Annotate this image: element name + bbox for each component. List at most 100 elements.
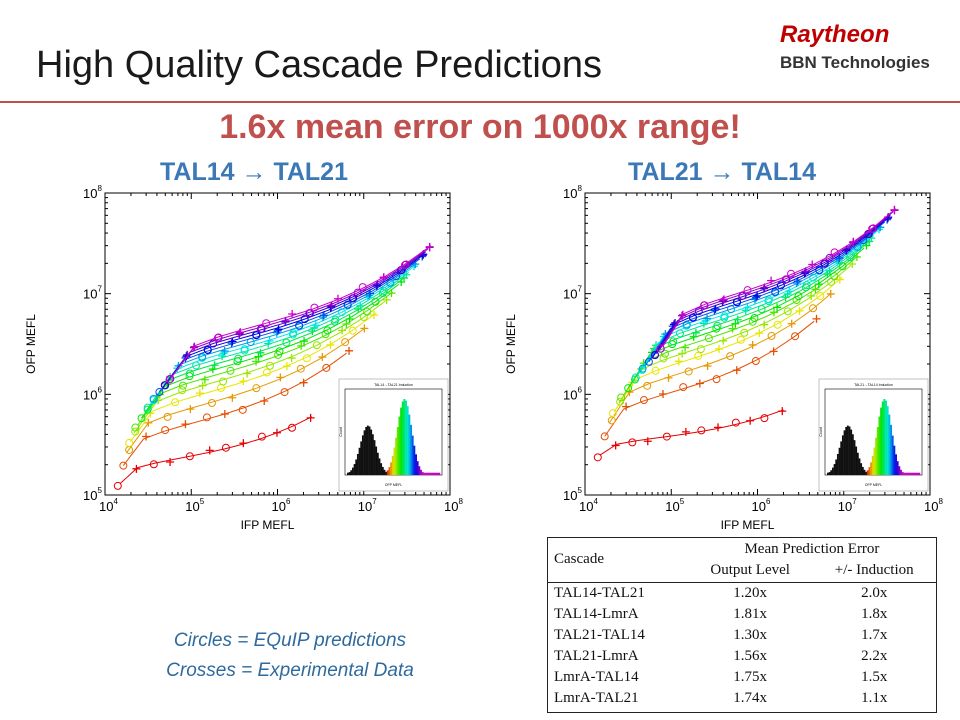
inset-bar <box>425 472 427 475</box>
series-line <box>662 208 897 347</box>
inset-bar <box>873 447 876 475</box>
inset-bar <box>915 472 917 475</box>
experimental-cross <box>239 377 248 386</box>
experimental-cross <box>787 319 796 328</box>
prediction-circle <box>323 326 332 335</box>
prediction-circle <box>125 438 134 447</box>
experimental-cross <box>753 291 762 300</box>
experimental-cross <box>276 373 285 382</box>
prediction-circle <box>178 381 187 390</box>
y-tick-label: 108 <box>563 184 582 201</box>
experimental-cross <box>327 301 336 310</box>
inset-bar <box>348 472 351 475</box>
prediction-circle <box>815 266 824 275</box>
prediction-circle <box>131 427 140 436</box>
experimental-cross <box>785 287 794 296</box>
series-line <box>659 211 894 351</box>
experimental-cross <box>681 427 690 436</box>
table-cell-output-level: 1.81x <box>733 605 768 622</box>
experimental-cross <box>272 328 281 337</box>
inset-bar <box>836 453 839 475</box>
experimental-cross <box>132 464 141 473</box>
inset-title: TAL21→TAL14 Induction <box>854 383 893 387</box>
experimental-cross <box>142 432 151 441</box>
experimental-cross <box>345 315 354 324</box>
table-cell-cascade: LmrA-TAL21 <box>554 689 639 706</box>
prediction-circle <box>736 335 745 344</box>
inset-bar <box>415 454 417 475</box>
inset-bar <box>891 435 894 475</box>
prediction-circle <box>312 341 321 350</box>
inset-bar <box>418 466 421 475</box>
experimental-cross <box>678 311 687 320</box>
prediction-circle <box>628 438 637 447</box>
inset-bar <box>845 426 848 475</box>
experimental-cross <box>703 361 712 370</box>
left-panel-title: TAL14 → TAL21 <box>160 158 348 187</box>
experimental-cross <box>770 308 779 317</box>
prediction-circle <box>348 326 357 335</box>
experimental-cross <box>890 205 899 214</box>
experimental-cross <box>228 337 237 346</box>
inset-bar <box>848 426 851 475</box>
prediction-circle <box>638 364 647 373</box>
prediction-circle <box>379 286 388 295</box>
inset-bar <box>885 400 887 475</box>
table-cell-cascade: LmrA-TAL14 <box>554 668 639 685</box>
experimental-cross <box>326 340 335 349</box>
experimental-cross <box>710 306 719 315</box>
experimental-cross <box>297 341 306 350</box>
prediction-circle <box>617 393 626 402</box>
right-panel-title: TAL21 → TAL14 <box>628 158 816 187</box>
experimental-cross <box>760 320 769 329</box>
y-axis-label: OFP MEFL <box>24 314 38 374</box>
inset-bar <box>430 472 432 475</box>
experimental-cross <box>711 304 720 313</box>
inset-bar <box>405 400 407 475</box>
x-tick-label: 104 <box>579 497 598 514</box>
inset-bar <box>831 467 834 475</box>
inset-bar <box>438 472 441 475</box>
inset-bar <box>393 447 396 475</box>
prediction-circle <box>639 396 648 405</box>
table-cell-output-level: 1.74x <box>733 689 768 706</box>
experimental-cross <box>664 373 673 382</box>
table-cell-induction: 1.1x <box>861 689 888 706</box>
inset-bar <box>906 472 909 475</box>
prediction-circle <box>137 414 146 423</box>
prediction-circle <box>161 426 170 435</box>
prediction-circle <box>274 350 283 359</box>
prediction-circle <box>149 394 158 403</box>
experimental-cross <box>236 328 245 337</box>
inset-bar <box>370 429 373 475</box>
prediction-circle <box>256 324 265 333</box>
series-line <box>122 352 347 466</box>
experimental-cross <box>801 267 810 276</box>
prediction-circle <box>119 461 128 470</box>
inset-bar <box>916 472 919 475</box>
series-line <box>148 271 409 407</box>
experimental-cross <box>260 397 269 406</box>
inset-bar <box>421 472 424 475</box>
inset-y-label: Count <box>339 427 343 436</box>
prediction-circle <box>616 397 625 406</box>
experimental-cross <box>746 416 755 425</box>
inset-bar <box>366 425 369 475</box>
experimental-cross <box>342 320 351 329</box>
inset-bar <box>855 446 858 475</box>
inset-bar <box>375 446 378 475</box>
series-line <box>608 293 832 424</box>
prediction-circle <box>280 388 289 397</box>
series-line <box>613 276 843 413</box>
prediction-circle <box>794 292 803 301</box>
experimental-cross <box>281 316 290 325</box>
series-line <box>144 277 405 413</box>
prediction-circle <box>203 345 212 354</box>
inset-bar <box>901 472 904 475</box>
title-rule <box>0 101 960 103</box>
prediction-circle <box>787 269 796 278</box>
prediction-circle <box>694 351 703 360</box>
table-cell-cascade: TAL14-TAL21 <box>554 584 645 601</box>
inset-bar <box>401 401 404 475</box>
